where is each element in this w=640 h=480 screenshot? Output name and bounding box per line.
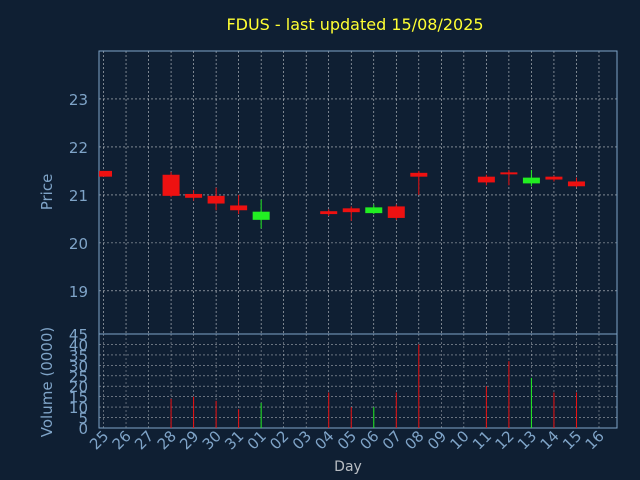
day-axis-label: Day (334, 459, 362, 475)
candle-body (342, 208, 360, 213)
volume-tick-label: 0 (78, 420, 88, 438)
candle-body (365, 207, 383, 214)
candle-body (207, 195, 225, 204)
volume-plot-frame (98, 333, 618, 429)
price-tick-label: 19 (69, 283, 88, 301)
price-tick-label: 20 (69, 235, 88, 253)
candle-body (252, 211, 270, 220)
volume-tick-label: 15 (69, 389, 88, 407)
candles (99, 169, 585, 229)
price-tick-label: 23 (69, 91, 88, 109)
volume-tick-label: 35 (69, 347, 88, 365)
candle-body (545, 176, 563, 180)
volume-tick-label: 25 (69, 368, 88, 386)
candle-body (99, 170, 113, 177)
volume-tick-label: 45 (69, 326, 88, 344)
price-tick-label: 22 (69, 139, 88, 157)
candle-body (477, 176, 495, 183)
chart-title: FDUS - last updated 15/08/2025 (226, 15, 483, 34)
volume-tick-label: 40 (69, 336, 88, 354)
volume-bars (170, 344, 577, 428)
day-tick-label: 16 (582, 427, 608, 453)
volume-tick-label: 5 (78, 410, 88, 428)
volume-axis-label: Volume (0000) (38, 327, 56, 437)
volume-grid (99, 334, 617, 428)
price-tick-labels: 19 20 21 22 23 (69, 91, 88, 301)
candle-body (185, 193, 203, 198)
candle-body (320, 211, 338, 215)
candle-body (230, 205, 248, 211)
candle-body (410, 172, 428, 177)
price-axis-label: Price (38, 174, 56, 211)
volume-tick-label: 10 (69, 399, 88, 417)
candle-body (522, 177, 540, 184)
candle-body (567, 181, 585, 187)
price-tick-label: 21 (69, 187, 88, 205)
volume-tick-label: 30 (69, 357, 88, 375)
volume-tick-label: 20 (69, 378, 88, 396)
day-tick-labels: 2526272829303101020304050607080910111213… (86, 427, 608, 453)
candle-body (387, 206, 405, 218)
candle-body (500, 172, 518, 175)
candle-body (162, 174, 180, 196)
